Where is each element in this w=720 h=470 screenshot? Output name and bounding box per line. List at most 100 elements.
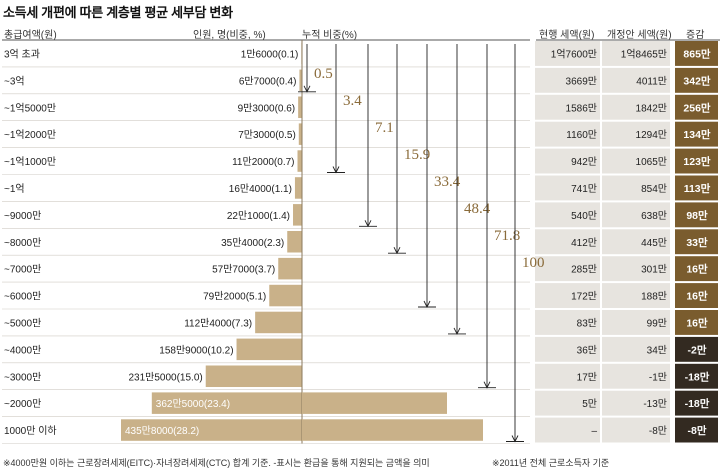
change-value: 865만	[683, 47, 711, 60]
change-value: 134만	[683, 128, 711, 141]
header-change: 증감	[686, 30, 705, 41]
cumulative-share-label: 33.4	[434, 174, 461, 190]
current-tax-cell	[535, 229, 600, 255]
revised-tax-cell	[602, 417, 670, 443]
current-tax-cell	[535, 363, 600, 389]
people-label: 22만1000(1.4)	[227, 210, 290, 222]
current-tax-value: 285만	[571, 264, 597, 276]
current-tax-value: 1160만	[566, 129, 597, 141]
bracket-label: ~1억1000만	[4, 156, 56, 168]
current-tax-value: 942만	[571, 156, 597, 168]
population-bar	[299, 69, 302, 92]
revised-tax-cell	[602, 256, 670, 282]
people-label: 1만6000(0.1)	[241, 48, 299, 60]
people-label: 11만2000(0.7)	[232, 156, 294, 168]
population-bar	[151, 392, 302, 414]
change-value: -18만	[685, 370, 710, 383]
bracket-label: ~9000만	[4, 210, 41, 222]
change-value: 16만	[686, 263, 708, 276]
current-tax-value: 741만	[571, 183, 597, 195]
revised-tax-value: 1억8465만	[621, 48, 667, 60]
change-value: 33만	[686, 236, 708, 249]
cumulative-share-label: 48.4	[464, 201, 491, 217]
people-label: 7만3000(0.5)	[238, 129, 296, 141]
current-tax-cell	[535, 41, 600, 66]
change-value: 113만	[684, 182, 711, 195]
current-tax-cell	[535, 390, 600, 416]
change-cell	[675, 310, 718, 335]
current-tax-value: 36만	[577, 344, 597, 356]
revised-tax-value: -13만	[643, 398, 667, 410]
change-cell	[675, 41, 718, 66]
bracket-label: ~8000만	[4, 237, 41, 249]
population-bar	[121, 419, 302, 441]
current-tax-cell	[535, 121, 600, 147]
current-tax-value: –	[591, 426, 597, 437]
change-cell	[675, 67, 718, 93]
population-bar	[298, 123, 302, 145]
revised-tax-cell	[602, 283, 670, 308]
current-tax-value: 412만	[571, 237, 597, 249]
current-tax-value: 540만	[571, 210, 597, 222]
revised-tax-cell	[602, 310, 670, 335]
current-tax-cell	[535, 256, 600, 282]
change-cell	[675, 336, 718, 362]
change-cell	[675, 256, 718, 282]
change-value: 98만	[686, 209, 708, 222]
current-tax-value: 1586만	[566, 102, 597, 114]
bracket-label: ~5000만	[4, 317, 41, 329]
revised-tax-value: 1294만	[636, 129, 667, 141]
cumulative-share-label: 7.1	[375, 120, 394, 136]
population-bar	[236, 338, 302, 361]
revised-tax-value: 4011만	[636, 75, 667, 87]
change-cell	[675, 283, 718, 308]
revised-tax-value: 99만	[647, 317, 667, 329]
revised-tax-value: 1842만	[636, 102, 667, 114]
change-cell	[675, 390, 718, 416]
cumulative-share-label: 100	[522, 255, 545, 271]
current-tax-value: 17만	[577, 371, 597, 383]
population-bar	[287, 230, 302, 253]
revised-tax-value: 1065만	[636, 156, 667, 168]
change-value: -2만	[688, 343, 707, 356]
chart-title: 소득세 개편에 따른 계층별 평균 세부담 변화	[3, 5, 233, 20]
change-cell	[675, 94, 718, 120]
population-bar	[255, 311, 302, 334]
revised-tax-value: -1만	[649, 371, 667, 383]
current-tax-cell	[535, 336, 600, 362]
change-cell	[675, 202, 718, 228]
current-tax-cell	[535, 67, 600, 93]
current-tax-cell	[535, 310, 600, 335]
change-value: -18만	[685, 397, 710, 410]
current-tax-value: 172만	[571, 291, 597, 303]
header-people: 인원, 명(비중, %)	[193, 30, 266, 41]
revised-tax-cell	[602, 229, 670, 255]
revised-tax-cell	[602, 390, 670, 416]
current-tax-cell	[535, 283, 600, 308]
people-label: 231만5000(15.0)	[128, 371, 202, 383]
people-label: 16만4000(1.1)	[229, 183, 292, 195]
current-tax-cell	[535, 175, 600, 201]
cumulative-share-label: 3.4	[343, 93, 362, 109]
population-bar	[298, 96, 302, 119]
current-tax-value: 83만	[577, 317, 597, 329]
bracket-label: ~3억	[4, 75, 25, 87]
revised-tax-value: -8만	[649, 425, 667, 437]
header-bracket: 총급여액(원)	[4, 30, 57, 41]
people-label: 158만9000(10.2)	[159, 344, 233, 356]
people-label: 35만4000(2.3)	[221, 237, 284, 249]
footnote-basis: ※2011년 전체 근로소득자 기준	[492, 458, 610, 468]
population-bar-extension	[302, 392, 447, 414]
population-bar-extension	[302, 419, 483, 441]
change-value: 123만	[683, 155, 711, 168]
cumulative-share-label: 15.9	[404, 147, 430, 163]
change-cell	[675, 417, 718, 443]
change-value: -8만	[688, 424, 707, 437]
people-label: 6만7000(0.4)	[239, 75, 297, 87]
people-label: 362만5000(23.4)	[156, 398, 230, 410]
change-cell	[675, 229, 718, 255]
revised-tax-cell	[602, 202, 670, 228]
change-value: 256만	[683, 101, 711, 114]
revised-tax-value: 445만	[641, 237, 667, 249]
